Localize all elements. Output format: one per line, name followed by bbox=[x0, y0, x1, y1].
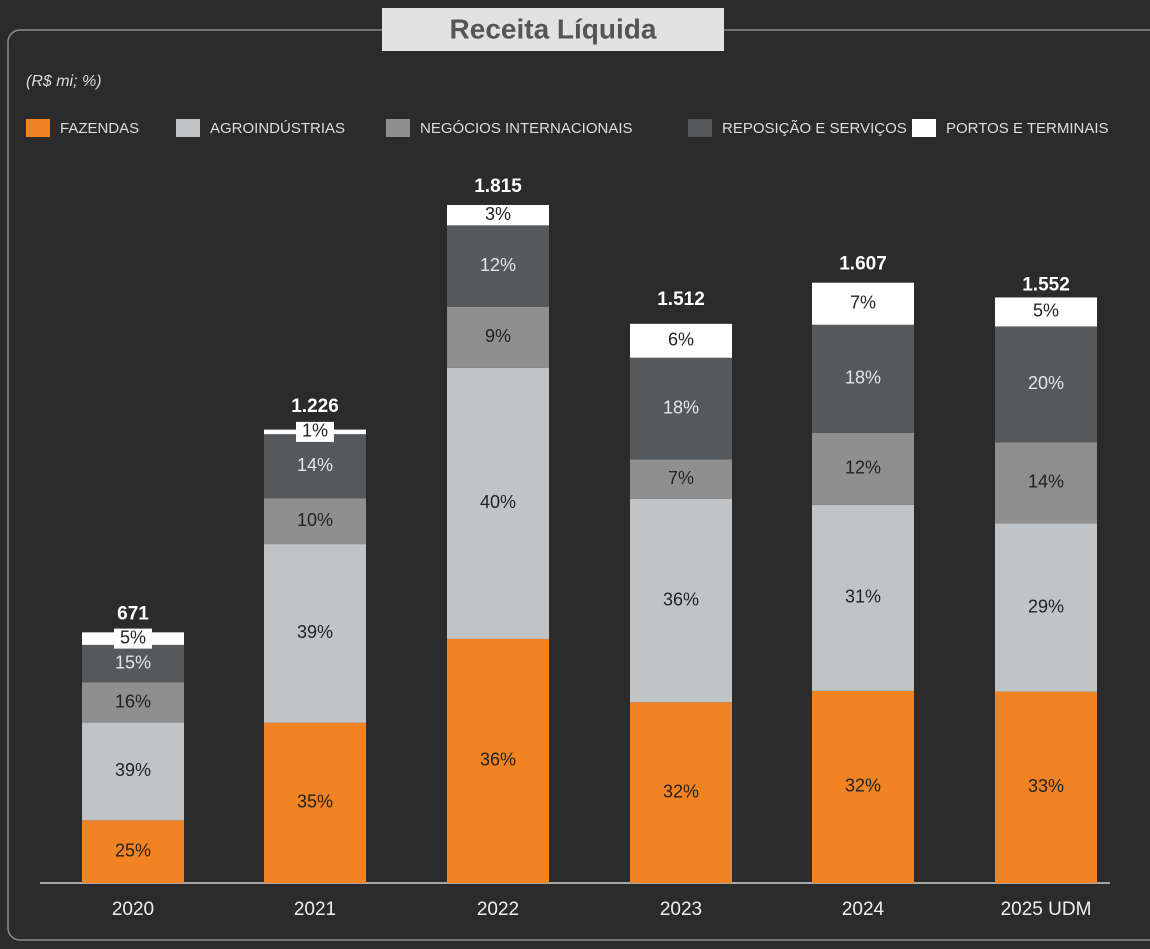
x-tick-label: 2023 bbox=[660, 899, 702, 920]
segment-label: 5% bbox=[1033, 301, 1059, 321]
segment-label: 6% bbox=[668, 330, 694, 350]
segment-label: 7% bbox=[668, 468, 694, 488]
bar-segment bbox=[264, 434, 366, 499]
bar-segment bbox=[264, 544, 366, 723]
bar-segment bbox=[630, 459, 732, 499]
legend-swatch bbox=[688, 119, 712, 137]
segment-label: 25% bbox=[115, 840, 151, 860]
label-box bbox=[296, 421, 334, 442]
segment-label: 12% bbox=[480, 255, 516, 275]
legend-label: REPOSIÇÃO E SERVIÇOS bbox=[722, 120, 907, 137]
total-label: 1.226 bbox=[291, 396, 339, 417]
segment-label: 29% bbox=[1028, 596, 1064, 616]
segment-label: 32% bbox=[663, 781, 699, 801]
segment-label: 12% bbox=[845, 458, 881, 478]
total-label: 1.815 bbox=[474, 176, 522, 197]
segment-label: 14% bbox=[297, 455, 333, 475]
bar-segment bbox=[630, 498, 732, 703]
bar-segment bbox=[995, 523, 1097, 692]
segment-label: 18% bbox=[845, 367, 881, 387]
segment-label: 9% bbox=[485, 326, 511, 346]
segment-label: 31% bbox=[845, 587, 881, 607]
bar-segment bbox=[447, 306, 549, 368]
segment-label: 1% bbox=[302, 421, 328, 441]
bar-segment bbox=[812, 324, 914, 433]
bar-segment bbox=[82, 820, 184, 883]
segment-label: 40% bbox=[480, 492, 516, 512]
segment-label: 20% bbox=[1028, 373, 1064, 393]
total-label: 1.512 bbox=[657, 289, 705, 310]
bar-segment bbox=[82, 644, 184, 683]
bar-segment bbox=[264, 722, 366, 883]
x-tick-label: 2025 UDM bbox=[1001, 899, 1092, 920]
segment-label: 18% bbox=[663, 397, 699, 417]
segment-label: 3% bbox=[485, 204, 511, 224]
legend-label: FAZENDAS bbox=[60, 120, 139, 137]
total-label: 1.607 bbox=[839, 254, 887, 275]
bar-segment bbox=[630, 357, 732, 460]
bar-segment bbox=[447, 638, 549, 883]
bar-segment bbox=[812, 282, 914, 325]
segment-label: 16% bbox=[115, 691, 151, 711]
bar-segment bbox=[447, 225, 549, 307]
title-box bbox=[382, 8, 724, 51]
segment-label: 5% bbox=[120, 627, 146, 647]
segment-label: 10% bbox=[297, 510, 333, 530]
bar-segment bbox=[812, 432, 914, 505]
bar-segment bbox=[630, 323, 732, 358]
legend-swatch bbox=[176, 119, 200, 137]
bar-segment bbox=[630, 702, 732, 883]
bar-segment bbox=[995, 442, 1097, 524]
bar-segment bbox=[82, 682, 184, 723]
legend-swatch bbox=[26, 119, 50, 137]
bar-segment bbox=[82, 722, 184, 821]
bar-segment bbox=[812, 690, 914, 883]
legend-swatch bbox=[912, 119, 936, 137]
label-box bbox=[114, 628, 152, 649]
bar-segment bbox=[995, 326, 1097, 443]
segment-label: 39% bbox=[297, 622, 333, 642]
x-tick-label: 2020 bbox=[112, 899, 154, 920]
segment-label: 32% bbox=[845, 776, 881, 796]
segment-label: 14% bbox=[1028, 472, 1064, 492]
total-label: 1.552 bbox=[1022, 274, 1070, 295]
segment-label: 39% bbox=[115, 760, 151, 780]
x-tick-label: 2024 bbox=[842, 899, 885, 920]
segment-label: 36% bbox=[663, 589, 699, 609]
bar-segment bbox=[264, 498, 366, 545]
legend-swatch bbox=[386, 119, 410, 137]
segment-label: 15% bbox=[115, 652, 151, 672]
legend-label: AGROINDÚSTRIAS bbox=[210, 120, 345, 137]
bar-segment bbox=[447, 205, 549, 226]
x-tick-label: 2021 bbox=[294, 899, 336, 920]
segment-label: 7% bbox=[850, 292, 876, 312]
bar-segment bbox=[447, 367, 549, 639]
chart-title: Receita Líquida bbox=[450, 13, 657, 44]
bar-segment bbox=[995, 297, 1097, 327]
segment-label: 33% bbox=[1028, 776, 1064, 796]
bar-segment bbox=[812, 504, 914, 691]
bar-segment bbox=[995, 691, 1097, 883]
legend-label: PORTOS E TERMINAIS bbox=[946, 120, 1109, 137]
legend-label: NEGÓCIOS INTERNACIONAIS bbox=[420, 120, 633, 137]
x-tick-label: 2022 bbox=[477, 899, 519, 920]
segment-label: 36% bbox=[480, 750, 516, 770]
total-label: 671 bbox=[117, 603, 149, 624]
segment-label: 35% bbox=[297, 792, 333, 812]
subtitle: (R$ mi; %) bbox=[26, 73, 102, 90]
